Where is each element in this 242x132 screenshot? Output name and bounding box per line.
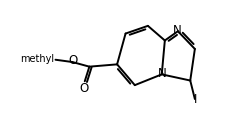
- Text: O: O: [68, 54, 78, 67]
- Text: methyl: methyl: [21, 54, 55, 64]
- Text: N: N: [173, 24, 182, 37]
- Text: N: N: [158, 67, 167, 80]
- Text: I: I: [194, 93, 197, 106]
- Text: O: O: [79, 82, 89, 95]
